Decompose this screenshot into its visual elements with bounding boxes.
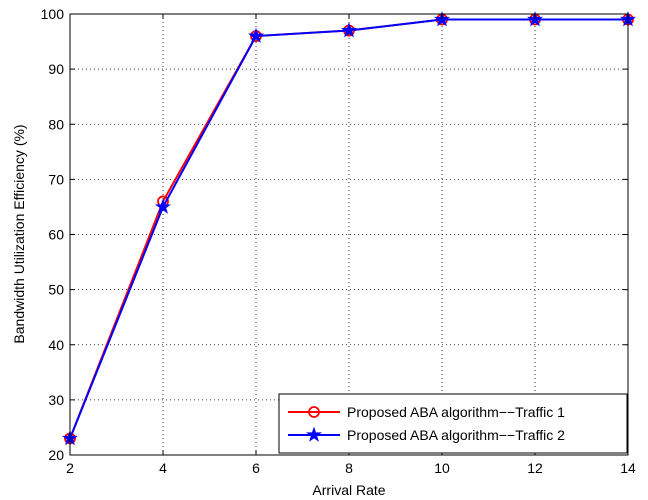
legend-entry-1: Proposed ABA algorithm−−Traffic 1 (288, 404, 565, 420)
x-tick-label: 14 (620, 460, 636, 476)
y-tick-label: 100 (41, 6, 65, 22)
y-tick-label: 60 (48, 227, 64, 243)
x-axis-label: Arrival Rate (312, 482, 385, 498)
legend-marker (308, 406, 320, 418)
axis-ticks: 2 4 6 8 10 12 14 20 30 40 50 60 70 80 90 100 (41, 6, 636, 476)
x-tick-label: 8 (345, 460, 353, 476)
x-tick-label: 2 (66, 460, 74, 476)
legend: Proposed ABA algorithm−−Traffic 1 Propose… (278, 393, 628, 454)
series-2-point (341, 22, 357, 38)
y-tick-label: 50 (48, 282, 64, 298)
legend-label: Proposed ABA algorithm−−Traffic 2 (347, 427, 565, 443)
legend-box (278, 393, 628, 454)
series-2-point (248, 27, 264, 43)
legend-entry-2: Proposed ABA algorithm−−Traffic 2 (288, 426, 565, 443)
y-tick-label: 70 (48, 171, 64, 187)
x-tick-label: 4 (159, 460, 167, 476)
y-axis-label: Bandwidth Utilization Efficiency (%) (11, 124, 27, 343)
y-tick-label: 80 (48, 116, 64, 132)
y-tick-label: 30 (48, 392, 64, 408)
series-2-point (155, 198, 171, 214)
x-tick-label: 6 (252, 460, 260, 476)
y-tick-label: 40 (48, 337, 64, 353)
legend-marker (306, 426, 322, 442)
y-tick-label: 90 (48, 61, 64, 77)
x-tick-label: 10 (434, 460, 450, 476)
x-tick-label: 12 (527, 460, 543, 476)
legend-label: Proposed ABA algorithm−−Traffic 1 (347, 404, 565, 420)
y-tick-label: 20 (48, 447, 64, 463)
